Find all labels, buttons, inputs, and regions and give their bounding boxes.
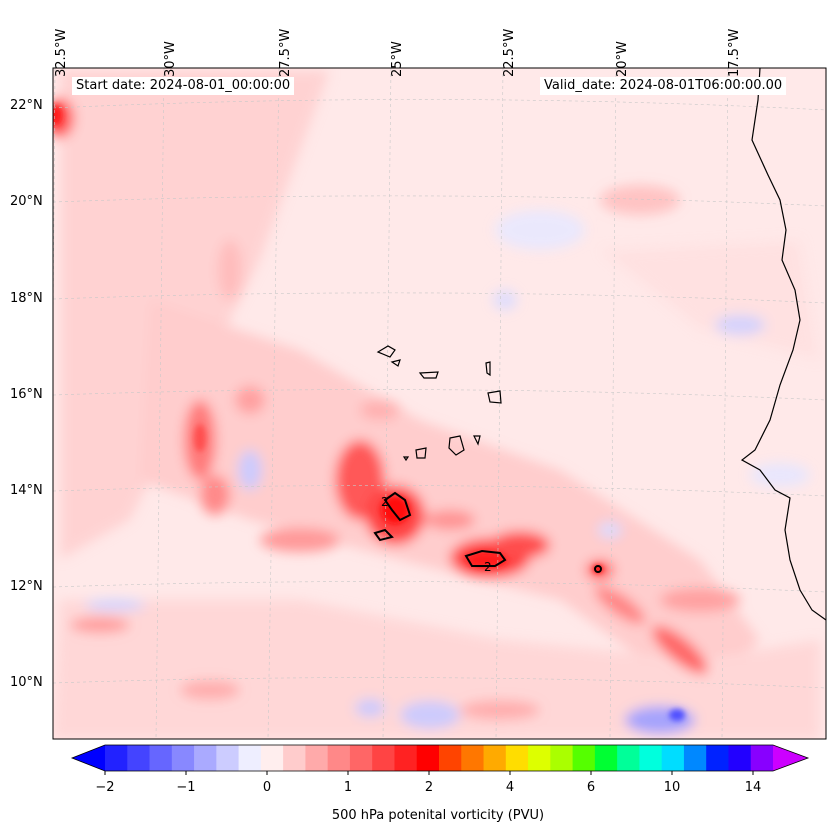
lon-label: 30°W [163,41,178,77]
colorbar-segment [283,745,306,771]
colorbar-tick: 0 [262,780,272,795]
colorbar-segment [728,745,752,771]
colorbar-segment [661,745,685,771]
colorbar-segment [550,745,574,771]
colorbar-tick: 1 [343,780,353,795]
colorbar-segment [327,745,351,771]
colorbar-segment [461,745,485,771]
lon-label: 17.5°W [727,28,742,77]
lon-label: 22.5°W [502,28,517,77]
colorbar-tick: 2 [424,780,434,795]
lon-label: 20°W [615,41,630,77]
lon-label: 32.5°W [54,28,69,77]
contour-label: 2 [381,495,389,509]
colorbar-segment [305,745,329,771]
colorbar-segment [683,745,707,771]
pv-field-map [53,68,826,739]
colorbar-segment [194,745,217,771]
contour-label: 2 [484,560,492,574]
lon-label: 27.5°W [278,28,293,77]
colorbar-tick: 4 [505,780,515,795]
colorbar-tick: 14 [744,780,762,795]
start-date-label: Start date: 2024-08-01_00:00:00 [72,77,295,95]
map-frame [52,67,827,740]
colorbar-segment [617,745,640,771]
colorbar-segment [639,745,663,771]
colorbar-segment [260,745,284,771]
colorbar-tick: −2 [95,780,115,795]
colorbar-segment [349,745,373,771]
colorbar-tick: 6 [586,780,596,795]
colorbar-segment [594,745,618,771]
colorbar-segment [171,745,195,771]
colorbar-segment [572,745,596,771]
colorbar-segment [238,745,262,771]
colorbar-segment [706,745,729,771]
colorbar-segment [483,745,507,771]
lon-label: 25°W [390,41,405,77]
colorbar-segment [505,745,529,771]
colorbar [70,744,810,775]
colorbar-segment [528,745,551,771]
lat-label: 20°N [10,194,43,209]
colorbar-title: 500 hPa potenital vorticity (PVU) [331,808,545,823]
colorbar-tick: −1 [176,780,196,795]
lat-label: 18°N [10,291,43,306]
lat-label: 16°N [10,387,43,402]
colorbar-extend-low [72,745,105,771]
valid-date-label: Valid_date: 2024-08-01T06:00:00.00 [540,77,787,95]
lat-label: 10°N [10,675,43,690]
lat-label: 22°N [10,98,43,113]
colorbar-segment [750,745,774,771]
lat-label: 14°N [10,483,43,498]
colorbar-segment [105,745,128,771]
colorbar-extend-high [773,745,808,771]
colorbar-segment [372,745,395,771]
colorbar-tick: 10 [663,780,681,795]
colorbar-segment [216,745,240,771]
colorbar-segment [149,745,173,771]
colorbar-segment [439,745,462,771]
colorbar-segment [127,745,151,771]
africa-coastline [740,68,826,621]
colorbar-segment [394,745,418,771]
colorbar-segment [416,745,440,771]
cape-verde-islands [376,345,502,462]
lat-label: 12°N [10,579,43,594]
pv-2-contours [373,491,602,573]
